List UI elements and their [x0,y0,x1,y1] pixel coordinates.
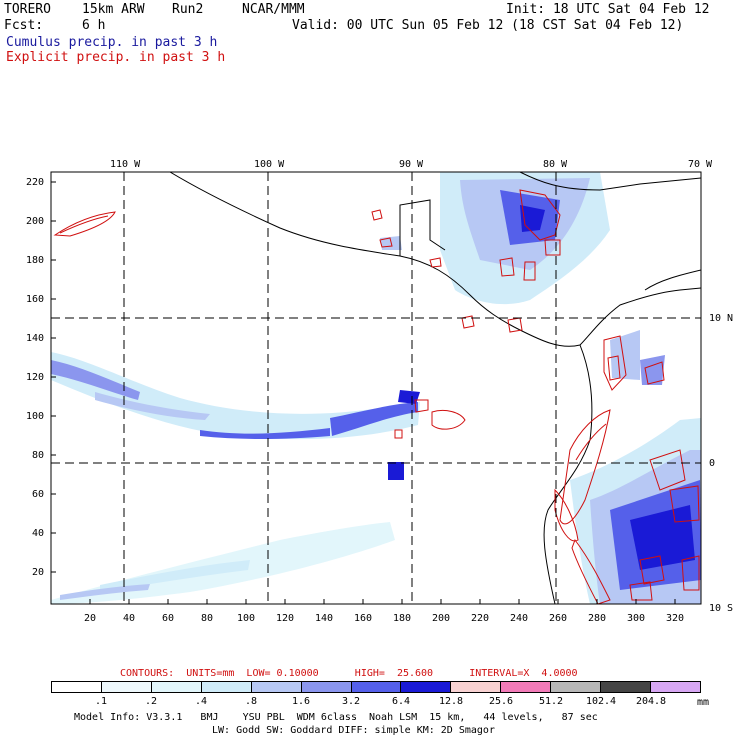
axis-ticks [51,181,676,604]
colorbar-swatch [500,682,551,692]
colorbar-swatch [200,682,251,692]
model-info-line2: LW: Godd SW: Goddard DIFF: simple KM: 2D… [212,725,495,736]
colorbar-unit: mm [697,697,710,708]
latlon-grid [51,172,701,604]
y-tick-label: 180 [26,255,45,266]
colorbar-label: .2 [144,696,158,707]
lat-label-0: 0 [709,458,716,469]
model-name: TORERO [4,2,51,17]
resolution-label: 15km ARW [82,2,145,17]
colorbar-label: .8 [244,696,258,707]
lat-label-10s: 10 S [709,603,734,614]
colorbar-label: 1.6 [291,696,311,707]
x-tick-label: 60 [162,613,175,624]
colorbar-swatch [150,682,201,692]
y-tick-label: 120 [26,372,45,383]
x-tick-label: 100 [237,613,256,624]
colorbar-swatch [400,682,451,692]
lon-label-110w: 110 W [110,159,141,170]
colorbar-label: .1 [94,696,108,707]
y-tick-label: 220 [26,177,45,188]
run-label: Run2 [172,2,204,17]
lon-label-100w: 100 W [254,159,285,170]
lon-label-70w: 70 W [688,159,713,170]
colorbar [51,681,701,693]
colorbar-swatch [450,682,501,692]
lat-label-10n: 10 N [709,313,734,324]
y-tick-label: 20 [32,567,45,578]
x-tick-label: 260 [549,613,568,624]
init-label: Init: 18 UTC Sat 04 Feb 12 [506,2,710,17]
colorbar-label: 3.2 [341,696,361,707]
colorbar-swatch [100,682,151,692]
lon-label-90w: 90 W [399,159,424,170]
x-tick-label: 20 [84,613,97,624]
y-tick-label: 80 [32,450,45,461]
colorbar-swatch [650,682,700,692]
y-tick-label: 160 [26,294,45,305]
x-tick-label: 200 [432,613,451,624]
x-tick-label: 300 [627,613,646,624]
x-tick-label: 180 [393,613,412,624]
y-tick-label: 60 [32,489,45,500]
colorbar-label: 12.8 [438,696,464,707]
colorbar-swatch [550,682,601,692]
fcst-label: Fcst: [4,18,44,33]
y-tick-label: 40 [32,528,45,539]
colorbar-label: 51.2 [538,696,564,707]
x-tick-label: 80 [201,613,214,624]
x-tick-label: 240 [510,613,529,624]
x-tick-label: 220 [471,613,490,624]
model-info-line1: Model Info: V3.3.1 BMJ YSU PBL WDM 6clas… [74,712,598,723]
lon-label-80w: 80 W [543,159,568,170]
x-tick-label: 280 [588,613,607,624]
precip-fields [51,172,701,604]
explicit-precip-contours [53,189,700,604]
contour-info: CONTOURS: UNITS=mm LOW= 0.10000 HIGH= 25… [120,668,578,679]
colorbar-label: .4 [194,696,208,707]
colorbar-swatch [600,682,651,692]
legend-explicit: Explicit precip. in past 3 h [6,50,226,65]
fcst-value: 6 h [82,18,106,33]
legend-cumulus: Cumulus precip. in past 3 h [6,35,218,50]
colorbar-label: 25.6 [488,696,514,707]
colorbar-swatch [52,682,101,692]
y-tick-label: 200 [26,216,45,227]
x-tick-label: 140 [315,613,334,624]
x-tick-label: 320 [666,613,685,624]
colorbar-label: 102.4 [585,696,617,707]
x-tick-label: 160 [354,613,373,624]
y-tick-label: 100 [26,411,45,422]
colorbar-swatch [250,682,301,692]
colorbar-label: 204.8 [635,696,667,707]
valid-label: Valid: 00 UTC Sun 05 Feb 12 (18 CST Sat … [292,18,684,33]
x-tick-label: 120 [276,613,295,624]
x-tick-label: 40 [123,613,136,624]
colorbar-label: 6.4 [391,696,411,707]
colorbar-swatch [300,682,351,692]
map-frame [50,171,702,605]
colorbar-swatch [350,682,401,692]
y-tick-label: 140 [26,333,45,344]
org-label: NCAR/MMM [242,2,305,17]
